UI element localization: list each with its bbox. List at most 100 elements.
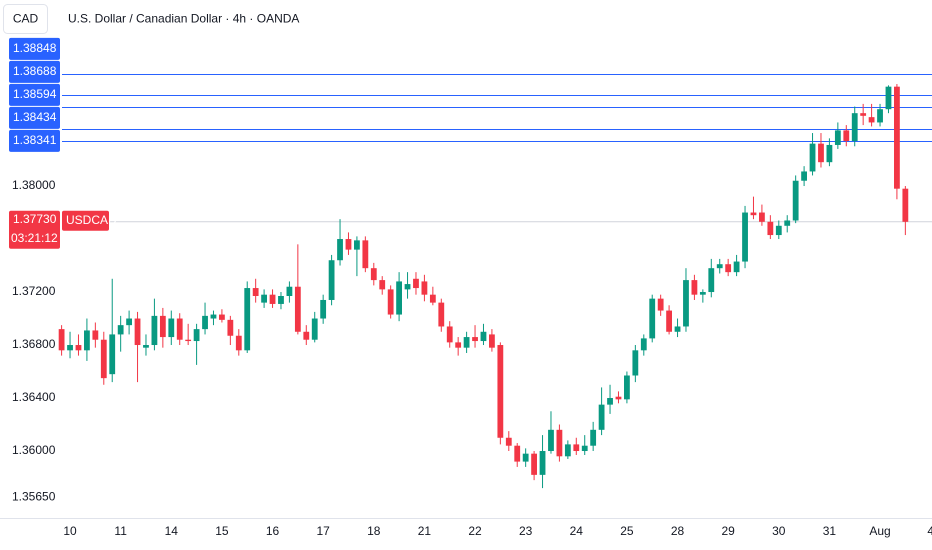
x-tick-label: 14 <box>165 524 179 538</box>
candle-body <box>303 331 310 340</box>
candle-body <box>185 339 192 342</box>
candle-body <box>446 326 453 343</box>
last-price-label: 1.37730 <box>13 212 57 226</box>
symbol-label: USDCAD <box>66 213 117 227</box>
candle-body <box>311 318 318 340</box>
level-label: 1.38434 <box>13 110 57 124</box>
candle-body <box>320 299 327 319</box>
last-price-box <box>9 210 60 249</box>
candle-body <box>109 334 116 375</box>
y-tick-label: 1.37200 <box>12 284 56 298</box>
candle-body <box>590 429 597 446</box>
candle-body <box>885 86 892 110</box>
candle-body <box>818 143 824 163</box>
candle-body <box>210 314 217 319</box>
candle-body <box>725 264 732 273</box>
candle-body <box>354 240 360 250</box>
candle-body <box>472 337 478 342</box>
candle-body <box>699 292 706 295</box>
candle-body <box>759 212 765 222</box>
candle-body <box>235 335 242 351</box>
candle-body <box>775 225 782 236</box>
candle-body <box>404 284 411 290</box>
candle-body <box>514 445 521 462</box>
candle-body <box>286 286 293 296</box>
x-tick-label: 4 <box>927 524 932 538</box>
y-tick-label: 1.35650 <box>12 490 56 504</box>
x-tick-label: 15 <box>215 524 229 538</box>
candle-body <box>159 315 166 338</box>
y-tick-label: 1.36000 <box>12 443 56 457</box>
candle-body <box>784 220 791 226</box>
candle-body <box>708 268 715 293</box>
candle-body <box>843 130 850 141</box>
candle-body <box>716 264 723 269</box>
candle-body <box>143 345 149 348</box>
candle-body <box>598 404 605 430</box>
candle-body <box>505 437 512 446</box>
candle-body <box>244 288 251 351</box>
y-tick-label: 1.36800 <box>12 337 56 351</box>
candle-body <box>826 144 833 163</box>
x-tick-label: 25 <box>620 524 634 538</box>
chart-title: U.S. Dollar / Canadian Dollar · 4h · OAN… <box>68 12 299 26</box>
level-label: 1.38594 <box>13 87 57 101</box>
candle-body <box>345 239 352 250</box>
candle-body <box>396 281 402 315</box>
candle-body <box>548 429 554 452</box>
level-label-box <box>9 129 60 152</box>
candle-body <box>615 396 622 400</box>
y-tick-label: 1.38000 <box>12 178 56 192</box>
candle-body <box>674 326 681 332</box>
candle-body <box>252 288 259 296</box>
candle-body <box>834 130 841 145</box>
candle-body <box>666 310 672 332</box>
candle-body <box>809 143 816 172</box>
candle-body <box>497 345 504 438</box>
level-label-box <box>9 83 60 106</box>
level-label-box <box>9 106 60 129</box>
x-tick-label: 22 <box>468 524 482 538</box>
candle-body <box>649 298 656 339</box>
level-label: 1.38341 <box>13 133 57 147</box>
candle-body <box>58 329 65 351</box>
level-label: 1.38688 <box>13 64 57 78</box>
x-tick-label: 24 <box>570 524 584 538</box>
candle-body <box>219 314 225 320</box>
candle-body <box>463 337 470 348</box>
x-tick-label: 28 <box>671 524 685 538</box>
candle-body <box>742 212 748 262</box>
candle-body <box>894 86 900 189</box>
candle-body <box>294 286 301 332</box>
candle-body <box>438 302 445 327</box>
candle-body <box>801 171 807 181</box>
candle-body <box>539 451 546 475</box>
candle-body <box>421 281 428 295</box>
candle-body <box>370 268 377 281</box>
y-tick-label: 1.36400 <box>12 390 56 404</box>
x-tick-label: Aug <box>869 524 890 538</box>
candle-body <box>877 109 883 123</box>
candle-body <box>362 240 369 269</box>
candle-body <box>522 453 529 462</box>
candle-body <box>227 319 234 336</box>
candle-body <box>269 294 276 304</box>
candle-body <box>413 278 419 289</box>
candle-body <box>657 298 664 311</box>
x-tick-label: 21 <box>418 524 432 538</box>
candle-body <box>176 318 183 340</box>
candle-body <box>278 295 284 304</box>
candle-body <box>429 294 436 303</box>
candle-body <box>84 330 90 351</box>
level-label-box <box>9 37 60 60</box>
candle-body <box>337 239 343 261</box>
candle-body <box>202 315 208 330</box>
candle-body <box>581 445 588 452</box>
candle-body <box>691 280 698 295</box>
x-tick-label: 11 <box>114 524 127 538</box>
symbol-box <box>62 210 109 231</box>
candle-body <box>868 117 875 123</box>
candle-body <box>632 350 639 376</box>
